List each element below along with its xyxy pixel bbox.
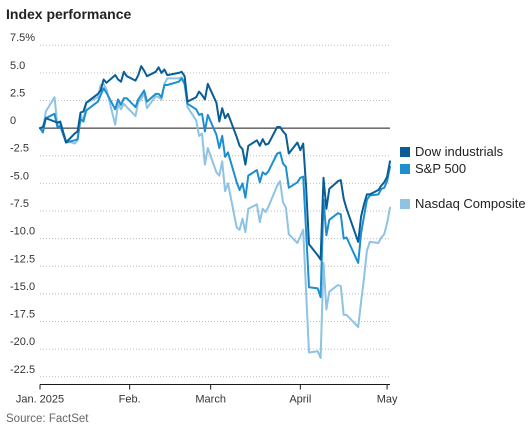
y-tick-label: 5.0 xyxy=(10,60,25,72)
chart-title: Index performance xyxy=(6,6,131,22)
y-tick-label: -5.0 xyxy=(10,170,29,182)
legend: Dow industrials S&P 500 Nasdaq Composite xyxy=(400,144,526,211)
y-axis-tick-labels: 7.5% 5.0 2.5 0 -2.5 -5.0 -7.5 -10.0 -12.5 -15.0 -1… xyxy=(10,32,35,376)
legend-label: S&P 500 xyxy=(415,161,466,176)
legend-swatch xyxy=(400,199,410,209)
legend-swatch xyxy=(400,164,410,174)
legend-swatch xyxy=(400,147,410,157)
y-tick-label: -2.5 xyxy=(10,143,29,155)
legend-label: Nasdaq Composite xyxy=(415,196,526,211)
y-tick-label: -7.5 xyxy=(10,198,29,210)
series-line-nasdaq-composite xyxy=(39,76,391,359)
x-axis: Jan. 2025 Feb. March April May xyxy=(16,384,398,406)
x-tick-label: Jan. 2025 xyxy=(16,394,64,406)
source-note: Source: FactSet xyxy=(6,413,89,425)
y-tick-label: -20.0 xyxy=(10,336,35,348)
legend-label: Dow industrials xyxy=(415,144,504,159)
y-tick-label: 7.5% xyxy=(10,32,35,44)
grid xyxy=(40,44,390,378)
series-line-dow-industrials xyxy=(39,65,391,261)
y-tick-label: -10.0 xyxy=(10,226,35,238)
y-tick-label: -15.0 xyxy=(10,281,35,293)
y-tick-label: -17.5 xyxy=(10,309,35,321)
x-tick-label: March xyxy=(195,394,226,406)
x-tick-label: Feb. xyxy=(119,394,141,406)
y-tick-label: 2.5 xyxy=(10,87,25,99)
series-lines xyxy=(39,65,391,359)
y-tick-label: -22.5 xyxy=(10,364,35,376)
x-tick-label: April xyxy=(289,394,311,406)
y-tick-label: 0 xyxy=(10,115,16,127)
x-tick-label: May xyxy=(377,394,398,406)
y-tick-label: -12.5 xyxy=(10,253,35,265)
series-line-s-p-500 xyxy=(39,77,391,299)
